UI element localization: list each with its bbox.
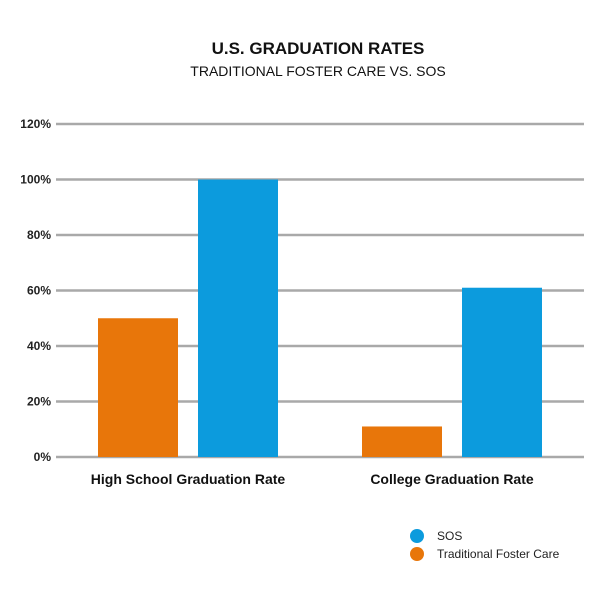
- bars: [98, 179, 542, 457]
- y-tick-label: 100%: [20, 173, 51, 187]
- legend: SOS Traditional Foster Care: [410, 529, 560, 561]
- y-tick-label: 60%: [27, 284, 51, 298]
- legend-label-sos: SOS: [437, 529, 462, 543]
- y-tick-label: 20%: [27, 395, 51, 409]
- legend-label-traditional-foster-care: Traditional Foster Care: [437, 547, 560, 561]
- legend-marker-sos: [410, 529, 424, 543]
- bar-sos: [198, 179, 278, 457]
- chart-subtitle: TRADITIONAL FOSTER CARE VS. SOS: [190, 63, 445, 79]
- y-tick-label: 120%: [20, 117, 51, 131]
- x-category-label: College Graduation Rate: [370, 471, 534, 487]
- y-axis-ticks: 0% 20% 40% 60% 80% 100% 120%: [20, 117, 51, 464]
- y-tick-label: 40%: [27, 339, 51, 353]
- bar-traditional-foster-care: [98, 318, 178, 457]
- x-axis-categories: High School Graduation Rate College Gradu…: [91, 471, 534, 487]
- y-tick-label: 80%: [27, 228, 51, 242]
- legend-marker-traditional-foster-care: [410, 547, 424, 561]
- bar-sos: [462, 287, 542, 457]
- y-tick-label: 0%: [34, 450, 52, 464]
- x-category-label: High School Graduation Rate: [91, 471, 286, 487]
- chart-title: U.S. GRADUATION RATES: [212, 39, 425, 58]
- bar-traditional-foster-care: [362, 426, 442, 457]
